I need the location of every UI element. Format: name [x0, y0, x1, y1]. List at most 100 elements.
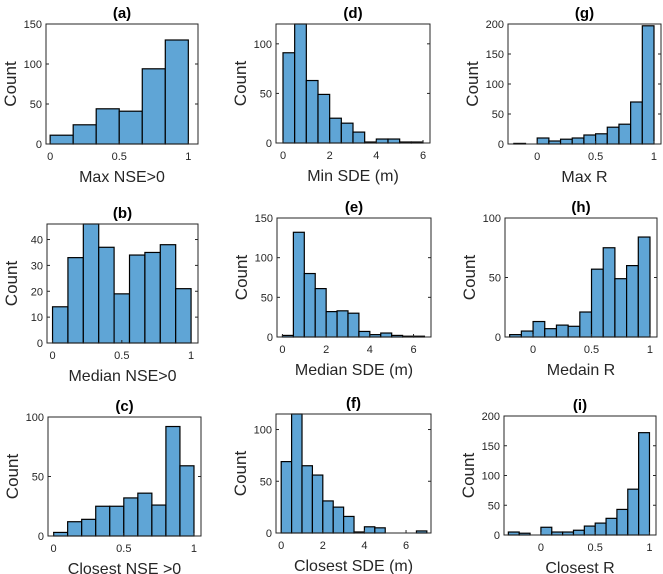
x-tick-label: 6 — [403, 540, 409, 552]
y-tick-label: 100 — [254, 425, 272, 437]
histogram-bar — [51, 306, 69, 344]
y-axis-label: Count — [460, 255, 479, 301]
y-tick-label: 100 — [24, 59, 42, 71]
histogram-bar — [630, 101, 643, 145]
histogram-bar — [305, 79, 319, 144]
histogram-bar — [95, 108, 120, 145]
x-tick-label: 0 — [530, 344, 536, 356]
y-axis-label: Count — [2, 261, 21, 307]
x-tick-label: 6 — [420, 150, 426, 162]
histogram-bar — [81, 518, 97, 537]
histogram-bar — [375, 138, 389, 144]
x-tick-label: 0 — [49, 350, 55, 362]
y-tick-label: 50 — [489, 273, 501, 285]
x-tick-label: 0.5 — [584, 344, 599, 356]
histogram-bar — [159, 244, 177, 344]
y-tick-label: 150 — [482, 441, 500, 453]
histogram-bar — [536, 137, 550, 145]
y-tick-label: 150 — [255, 213, 273, 225]
panel-g: 0 50 100 150 200 0 0.5 1 (g) Max R Count — [463, 5, 662, 186]
panel-title: (f) — [346, 395, 361, 412]
panel-f: 0 50 100 0 2 4 6 (f) Closest SDE (m) Count — [231, 395, 432, 574]
panel-title: (d) — [343, 5, 362, 22]
histogram-bar — [282, 52, 296, 144]
axes-frame — [275, 23, 431, 144]
x-tick-label: 0 — [280, 150, 286, 162]
x-tick-label: 4 — [373, 150, 379, 162]
y-tick-label: 40 — [31, 235, 43, 247]
y-tick-label: 50 — [488, 500, 500, 512]
y-tick-label: 0 — [495, 332, 501, 344]
x-tick-label: 0.5 — [588, 542, 603, 554]
y-tick-label: 0 — [266, 138, 272, 150]
y-axis-label: Count — [1, 61, 20, 107]
histogram-bar — [294, 23, 307, 144]
histogram-bar — [332, 506, 345, 534]
histogram-bar — [567, 325, 581, 338]
histogram-bar — [579, 311, 593, 338]
histogram-bar — [358, 330, 371, 338]
histogram-bar — [627, 488, 640, 536]
x-tick-label: 1 — [646, 542, 652, 554]
y-tick-label: 100 — [255, 253, 273, 265]
panel-title: (g) — [575, 5, 594, 22]
y-tick-label: 200 — [482, 411, 500, 423]
y-tick-label: 100 — [254, 39, 272, 51]
y-tick-label: 0 — [494, 530, 500, 542]
y-axis-label: Count — [231, 61, 250, 107]
x-tick-label: 4 — [367, 344, 373, 356]
histogram-bar — [67, 521, 83, 537]
histogram-bar — [638, 432, 651, 536]
x-axis-label: Medain R — [547, 362, 615, 379]
histogram-bar — [165, 425, 181, 537]
x-tick-label: 1 — [651, 151, 657, 163]
histogram-bar — [559, 138, 573, 145]
histogram-bar — [614, 278, 628, 338]
x-axis-label: Closest NSE >0 — [68, 561, 181, 574]
y-tick-label: 20 — [31, 286, 43, 298]
histogram-bar — [572, 529, 585, 536]
x-axis-label: Max NSE>0 — [79, 169, 165, 186]
x-tick-label: 0 — [278, 540, 284, 552]
histogram-bar — [128, 254, 146, 344]
x-axis-label: Max R — [561, 169, 607, 186]
y-tick-label: 10 — [31, 312, 43, 324]
y-tick-label: 0 — [266, 528, 272, 540]
histogram-bar — [311, 474, 324, 534]
axes-frame — [275, 413, 432, 534]
histogram-bar — [605, 517, 618, 536]
y-tick-label: 200 — [486, 19, 504, 31]
x-axis-label: Median NSE>0 — [68, 368, 176, 385]
y-axis-label: Count — [459, 453, 478, 499]
x-tick-label: 1 — [647, 344, 653, 356]
histogram-bar — [49, 134, 74, 145]
histogram-bar — [641, 25, 655, 145]
histogram-bar — [520, 330, 534, 338]
histogram-bar — [540, 526, 553, 536]
x-axis-label: Min SDE (m) — [307, 168, 399, 185]
histogram-bar — [325, 311, 338, 338]
y-tick-label: 50 — [260, 476, 272, 488]
histogram-bar — [544, 328, 558, 338]
histogram-bar — [571, 137, 585, 145]
panel-e: 0 50 100 150 0 2 4 6 (e) Median SDE (m) Count — [232, 199, 432, 379]
histogram-bar — [387, 138, 401, 144]
x-tick-label: 0 — [534, 151, 540, 163]
histogram-bar — [590, 268, 604, 338]
y-tick-label: 100 — [486, 79, 504, 91]
histogram-bar — [336, 310, 349, 338]
axes-frame — [45, 23, 199, 145]
x-tick-label: 2 — [327, 150, 333, 162]
x-tick-label: 2 — [323, 344, 329, 356]
histogram-bar — [625, 265, 639, 338]
x-tick-label: 0 — [51, 543, 57, 555]
y-tick-label: 100 — [482, 471, 500, 483]
x-tick-label: 0 — [538, 542, 544, 554]
histogram-bar — [343, 515, 355, 534]
histogram-bar — [292, 231, 305, 338]
x-tick-label: 0.5 — [114, 350, 129, 362]
histogram-bar — [53, 531, 69, 537]
histogram-bar — [144, 251, 161, 344]
histogram-bar — [606, 126, 620, 145]
panel-title: (h) — [571, 199, 590, 216]
